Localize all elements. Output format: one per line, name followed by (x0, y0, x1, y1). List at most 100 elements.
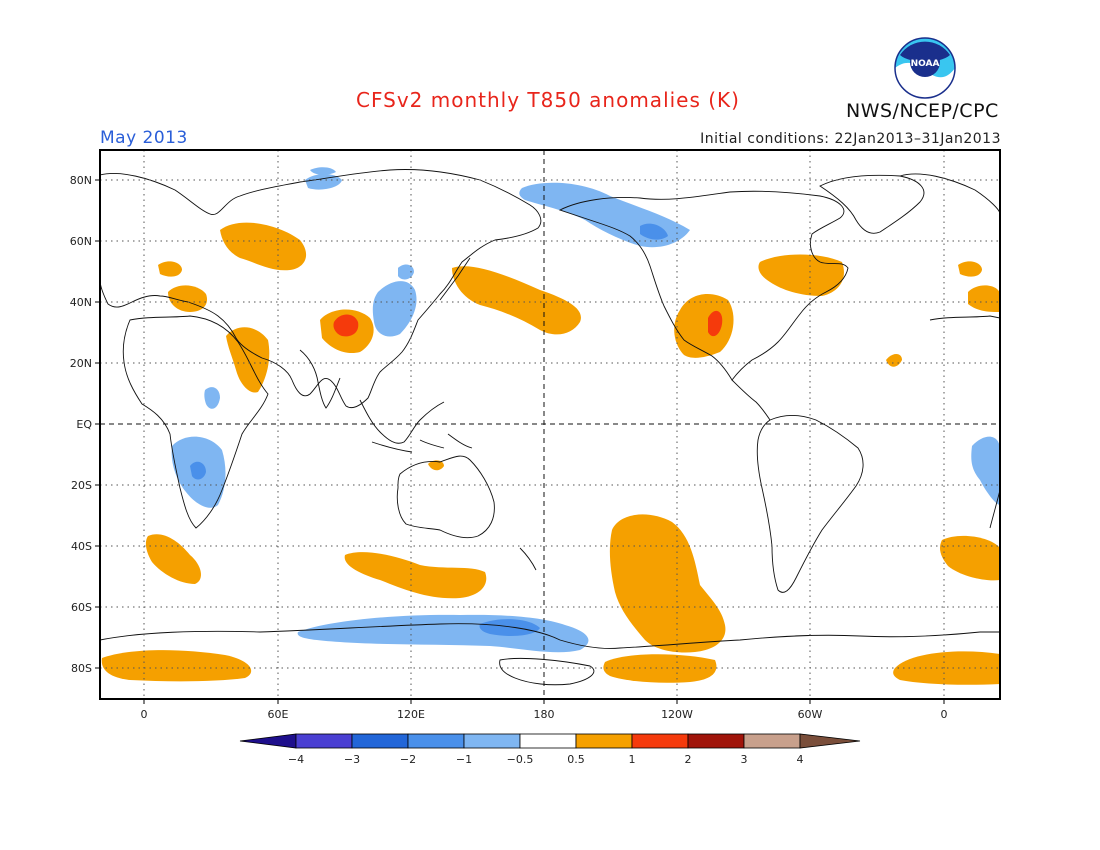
colorbar-label: 3 (741, 753, 748, 766)
map-title: CFSv2 monthly T850 anomalies (K) (0, 88, 1100, 112)
initial-conditions-label: Initial conditions: 22Jan2013–31Jan2013 (700, 131, 1001, 147)
warm-region-red-sea (226, 327, 270, 393)
agency-label: NWS/NCEP/CPC (846, 100, 999, 122)
cool-region-arctic-top (310, 167, 336, 175)
lon-label: 120W (661, 708, 693, 721)
lat-label: 80N (70, 174, 92, 187)
map-title-text: CFSv2 monthly T850 anomalies (K) (356, 88, 740, 112)
cool-region-south-africa-repeat (971, 436, 1000, 505)
lat-label: 60N (70, 235, 92, 248)
cool-region-southern-ocean (297, 614, 589, 653)
coastline-antarctica (100, 623, 1000, 649)
warm-region-antarctic-atlantic (101, 650, 252, 682)
lon-label: 120E (397, 708, 425, 721)
strong-cool-region-bering (640, 223, 668, 240)
coastline-india (299, 349, 341, 409)
warm-anomaly-regions (101, 222, 1000, 685)
strong-warm-region-tibet (333, 314, 359, 337)
colorbar-label: −4 (288, 753, 304, 766)
lat-label: 80S (71, 662, 92, 675)
coastline-europe-asia (100, 169, 542, 409)
lat-label: 20S (71, 479, 92, 492)
coastline-europe-repeat (899, 173, 1000, 215)
anomaly-shading (101, 167, 1000, 685)
warm-region-north-pacific (452, 266, 581, 335)
cool-region-arctic-siberia (305, 174, 342, 190)
colorbar-high-arrow (799, 733, 861, 749)
colorbar-label: 0.5 (567, 753, 585, 766)
colorbar-swatch (407, 733, 465, 749)
warm-region-south-america-east (940, 535, 1000, 581)
colorbar-label: 4 (797, 753, 804, 766)
colorbar-swatch (575, 733, 633, 749)
warm-region-us-southwest (674, 294, 734, 358)
reference-lines (100, 150, 1000, 699)
coastline-new-zealand (519, 547, 537, 571)
coastline-africa-repeat (929, 315, 1000, 529)
lon-label: 180 (534, 708, 555, 721)
strong-warm-region-us-southwest (708, 310, 723, 337)
warm-region-south-pacific (609, 514, 726, 653)
lon-label: 60E (268, 708, 289, 721)
colorbar-swatch (463, 733, 521, 749)
noaa-logo: NOAA (894, 37, 956, 99)
colorbar-label: 1 (629, 753, 636, 766)
colorbar-label: 2 (685, 753, 692, 766)
lat-labels: 80N 60N 40N 20N EQ 20S 40S 60S 80S (70, 174, 93, 675)
lat-label: 60S (71, 601, 92, 614)
colorbar-label: −2 (400, 753, 416, 766)
colorbar-swatch (631, 733, 689, 749)
lat-label: EQ (76, 418, 92, 431)
colorbar-labels: −4 −3 −2 −1 −0.5 0.5 1 2 3 4 (288, 753, 804, 766)
warm-region-west-europe (158, 261, 182, 277)
graticule (100, 150, 1000, 699)
coastline-japan (439, 257, 471, 301)
coastline-antarctica-ross (499, 657, 595, 686)
cool-region-east-africa (204, 387, 220, 409)
coastline-north-america (558, 190, 849, 381)
lat-label: 40N (70, 296, 92, 309)
coastlines (100, 169, 1000, 686)
lon-labels: 0 60E 120E 180 120W 60W 0 (141, 708, 948, 721)
coastline-indonesia (371, 433, 473, 453)
lat-label: 20N (70, 357, 92, 370)
lon-label: 60W (798, 708, 823, 721)
coastline-central-america (731, 379, 771, 421)
strong-cool-region-south-africa (190, 461, 206, 480)
colorbar-low-arrow (239, 733, 297, 749)
cool-region-east-asia (372, 281, 417, 337)
lon-label: 0 (941, 708, 948, 721)
colorbar (239, 733, 861, 749)
warm-region-south-indian (344, 552, 487, 599)
warm-region-great-lakes (758, 254, 844, 296)
warm-region-west-europe-repeat (958, 261, 982, 277)
strong-cool-anomaly-regions (190, 223, 668, 636)
coastline-australia (396, 455, 495, 539)
colorbar-swatch (295, 733, 353, 749)
target-month-label: May 2013 (100, 128, 188, 148)
colorbar-swatch (687, 733, 745, 749)
strong-warm-anomaly-regions (333, 310, 723, 337)
warm-region-antarctic-pacific (603, 654, 717, 683)
colorbar-swatch (743, 733, 801, 749)
colorbar-swatch (519, 733, 577, 749)
axis-ticks (95, 179, 945, 704)
coastline-southeast-asia (359, 399, 445, 444)
coastline-greenland (819, 174, 925, 234)
strong-cool-region-southern-ocean (479, 619, 540, 636)
colorbar-label: −0.5 (507, 753, 534, 766)
warm-region-antarctic-east (893, 651, 1000, 685)
coastline-africa (122, 315, 269, 529)
colorbar-label: −3 (344, 753, 360, 766)
cool-region-mongolia (398, 264, 414, 280)
lat-label: 40S (71, 540, 92, 553)
warm-region-mediterranean-repeat (968, 285, 1000, 312)
warm-region-north-australia (428, 460, 444, 471)
noaa-logo-text: NOAA (911, 59, 940, 69)
lon-label: 0 (141, 708, 148, 721)
warm-region-caribbean (886, 354, 902, 367)
coastline-south-america (756, 415, 864, 593)
warm-region-south-atlantic (145, 534, 202, 584)
warm-region-scandinavia (220, 222, 307, 271)
